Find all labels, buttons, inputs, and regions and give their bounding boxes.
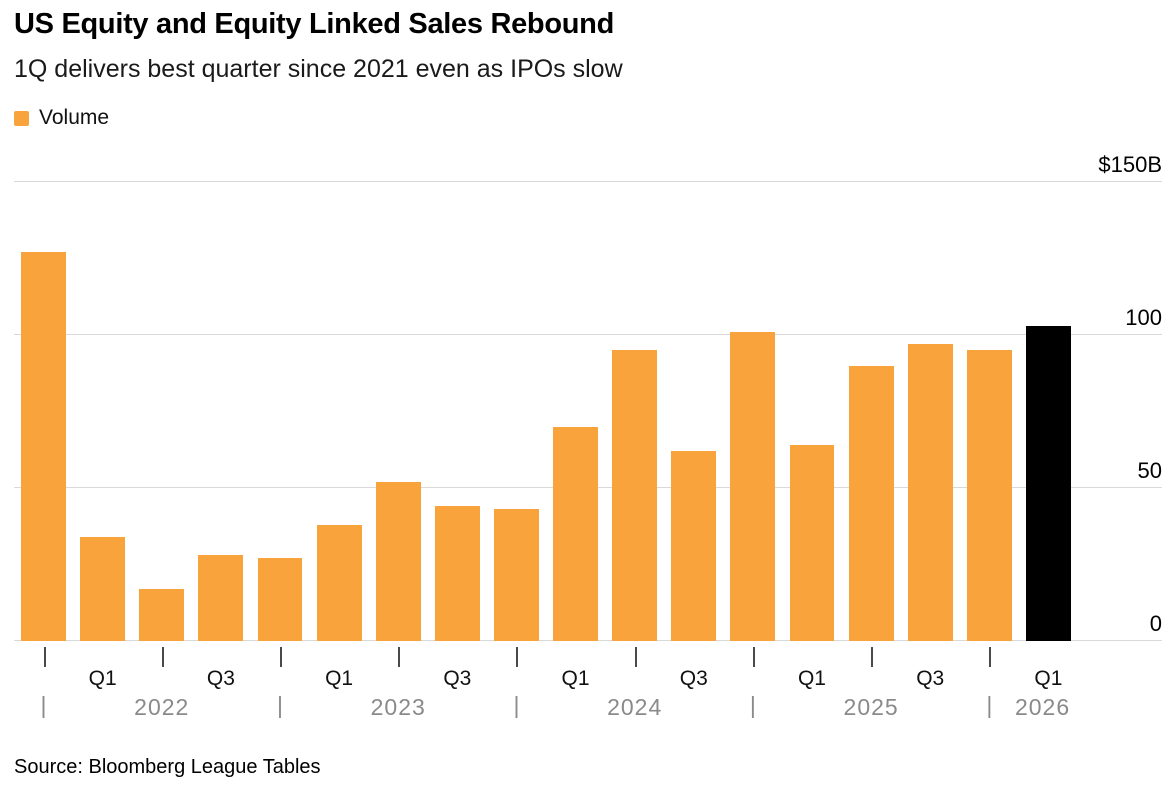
bar-q2-2025: [848, 365, 894, 641]
year-delimiter-2024: |: [513, 692, 520, 718]
axis-tick: [398, 647, 401, 667]
axis-tick-cell: [250, 646, 309, 692]
chart: 0 50 100 $150B: [14, 154, 1162, 641]
year-delimiter-2026: |: [986, 692, 993, 718]
axis-tick-cell: [605, 646, 664, 692]
bar-q4-2025: [966, 350, 1012, 641]
page-subtitle: 1Q delivers best quarter since 2021 even…: [14, 55, 623, 83]
bar-q4-2023: [493, 509, 539, 641]
bar-q1-2022: [80, 536, 126, 641]
year-label-2025: 2025: [843, 694, 899, 720]
y-axis-tick-label-50: 50: [1137, 458, 1162, 484]
bar-slot: [487, 182, 546, 641]
quarter-label-q1-2023: Q1: [325, 667, 354, 690]
bar-q4-2022: [257, 558, 303, 641]
bar-slot: [191, 182, 250, 641]
y-axis-tick-label-150: $150B: [1098, 152, 1162, 177]
legend-swatch-volume: [14, 110, 29, 126]
bar-slot: [310, 182, 369, 641]
gridline-150: [14, 181, 1162, 182]
year-label-2026: 2026: [1014, 694, 1071, 720]
quarter-label-q3-2022: Q3: [206, 667, 235, 690]
year-delimiter-2023: |: [277, 692, 283, 718]
bars: [14, 182, 1078, 641]
bar-slot: [73, 182, 132, 641]
bar-q1-2023: [316, 524, 362, 641]
axis-tick-cell: [14, 646, 73, 692]
axis-tick: [752, 647, 755, 667]
chart-legend: Volume: [14, 106, 1162, 130]
bar-q1-2026: [1025, 325, 1071, 641]
quarter-label-q1-2022: Q1: [88, 667, 117, 690]
bar-slot: [1019, 182, 1078, 641]
bar-q3-2022: [198, 555, 244, 641]
axis-tick: [989, 647, 992, 667]
quarter-label-q3-2025: Q3: [916, 667, 945, 690]
source-text: Source: Bloomberg League Tables: [14, 756, 321, 778]
bar-q1-2024: [553, 426, 598, 641]
year-label-2022: 2022: [134, 694, 190, 720]
bar-q3-2025: [907, 344, 953, 641]
bar-q2-2023: [375, 481, 421, 641]
y-axis-tick-label-100: 100: [1125, 305, 1162, 331]
axis-tick-cell: [960, 646, 1019, 692]
axis-tick: [43, 647, 46, 667]
bar-q4-2021: [21, 252, 67, 641]
axis-tick: [161, 647, 164, 667]
year-axis: | 2022 | 2023 | 2024 | 2025 | 2026: [14, 692, 1078, 726]
bar-q3-2024: [671, 451, 717, 641]
bar-slot: [782, 182, 841, 641]
bar-slot: [901, 182, 960, 641]
axis-tick: [516, 647, 519, 667]
year-delimiter-2025: |: [749, 692, 756, 718]
axis-tick: [871, 647, 874, 667]
bar-q1-2025: [789, 445, 835, 641]
page-title: US Equity and Equity Linked Sales Reboun…: [14, 8, 614, 40]
quarter-label-q1-2026: Q1: [1034, 667, 1063, 690]
legend-label-volume: Volume: [39, 106, 110, 129]
axis-tick-cell: [842, 646, 901, 692]
quarter-label-q3-2023: Q3: [443, 667, 472, 690]
bar-slot: [14, 182, 73, 641]
bar-q3-2023: [434, 506, 480, 641]
year-label-2023: 2023: [370, 694, 426, 720]
quarter-axis: Q1 Q3 Q1 Q3 Q1 Q3 Q1 Q3 Q1: [14, 646, 1078, 692]
bar-slot: [132, 182, 191, 641]
year-delimiter-2022: |: [40, 692, 47, 718]
year-label-2024: 2024: [607, 694, 663, 720]
gridline-100: [14, 334, 1162, 336]
bar-q2-2022: [139, 588, 185, 641]
quarter-label-q1-2024: Q1: [561, 667, 590, 690]
axis-tick: [634, 647, 637, 667]
bar-slot: [546, 182, 605, 641]
axis-tick: [279, 647, 282, 667]
bar-slot: [723, 182, 782, 641]
bar-q2-2024: [612, 350, 658, 641]
quarter-label-q3-2024: Q3: [679, 667, 708, 690]
bar-slot: [369, 182, 428, 641]
axis-tick-cell: [369, 646, 428, 692]
axis-tick-cell: [132, 646, 191, 692]
bar-q4-2024: [730, 331, 776, 641]
quarter-label-q1-2025: Q1: [797, 667, 826, 690]
bar-slot: [842, 182, 901, 641]
bar-slot: [605, 182, 664, 641]
axis-tick-cell: [723, 646, 782, 692]
bar-slot: [428, 182, 487, 641]
bar-slot: [250, 182, 309, 641]
bar-slot: [960, 182, 1019, 641]
axis-tick-cell: [487, 646, 546, 692]
bar-slot: [664, 182, 723, 641]
y-axis-tick-label-0: 0: [1149, 611, 1162, 636]
